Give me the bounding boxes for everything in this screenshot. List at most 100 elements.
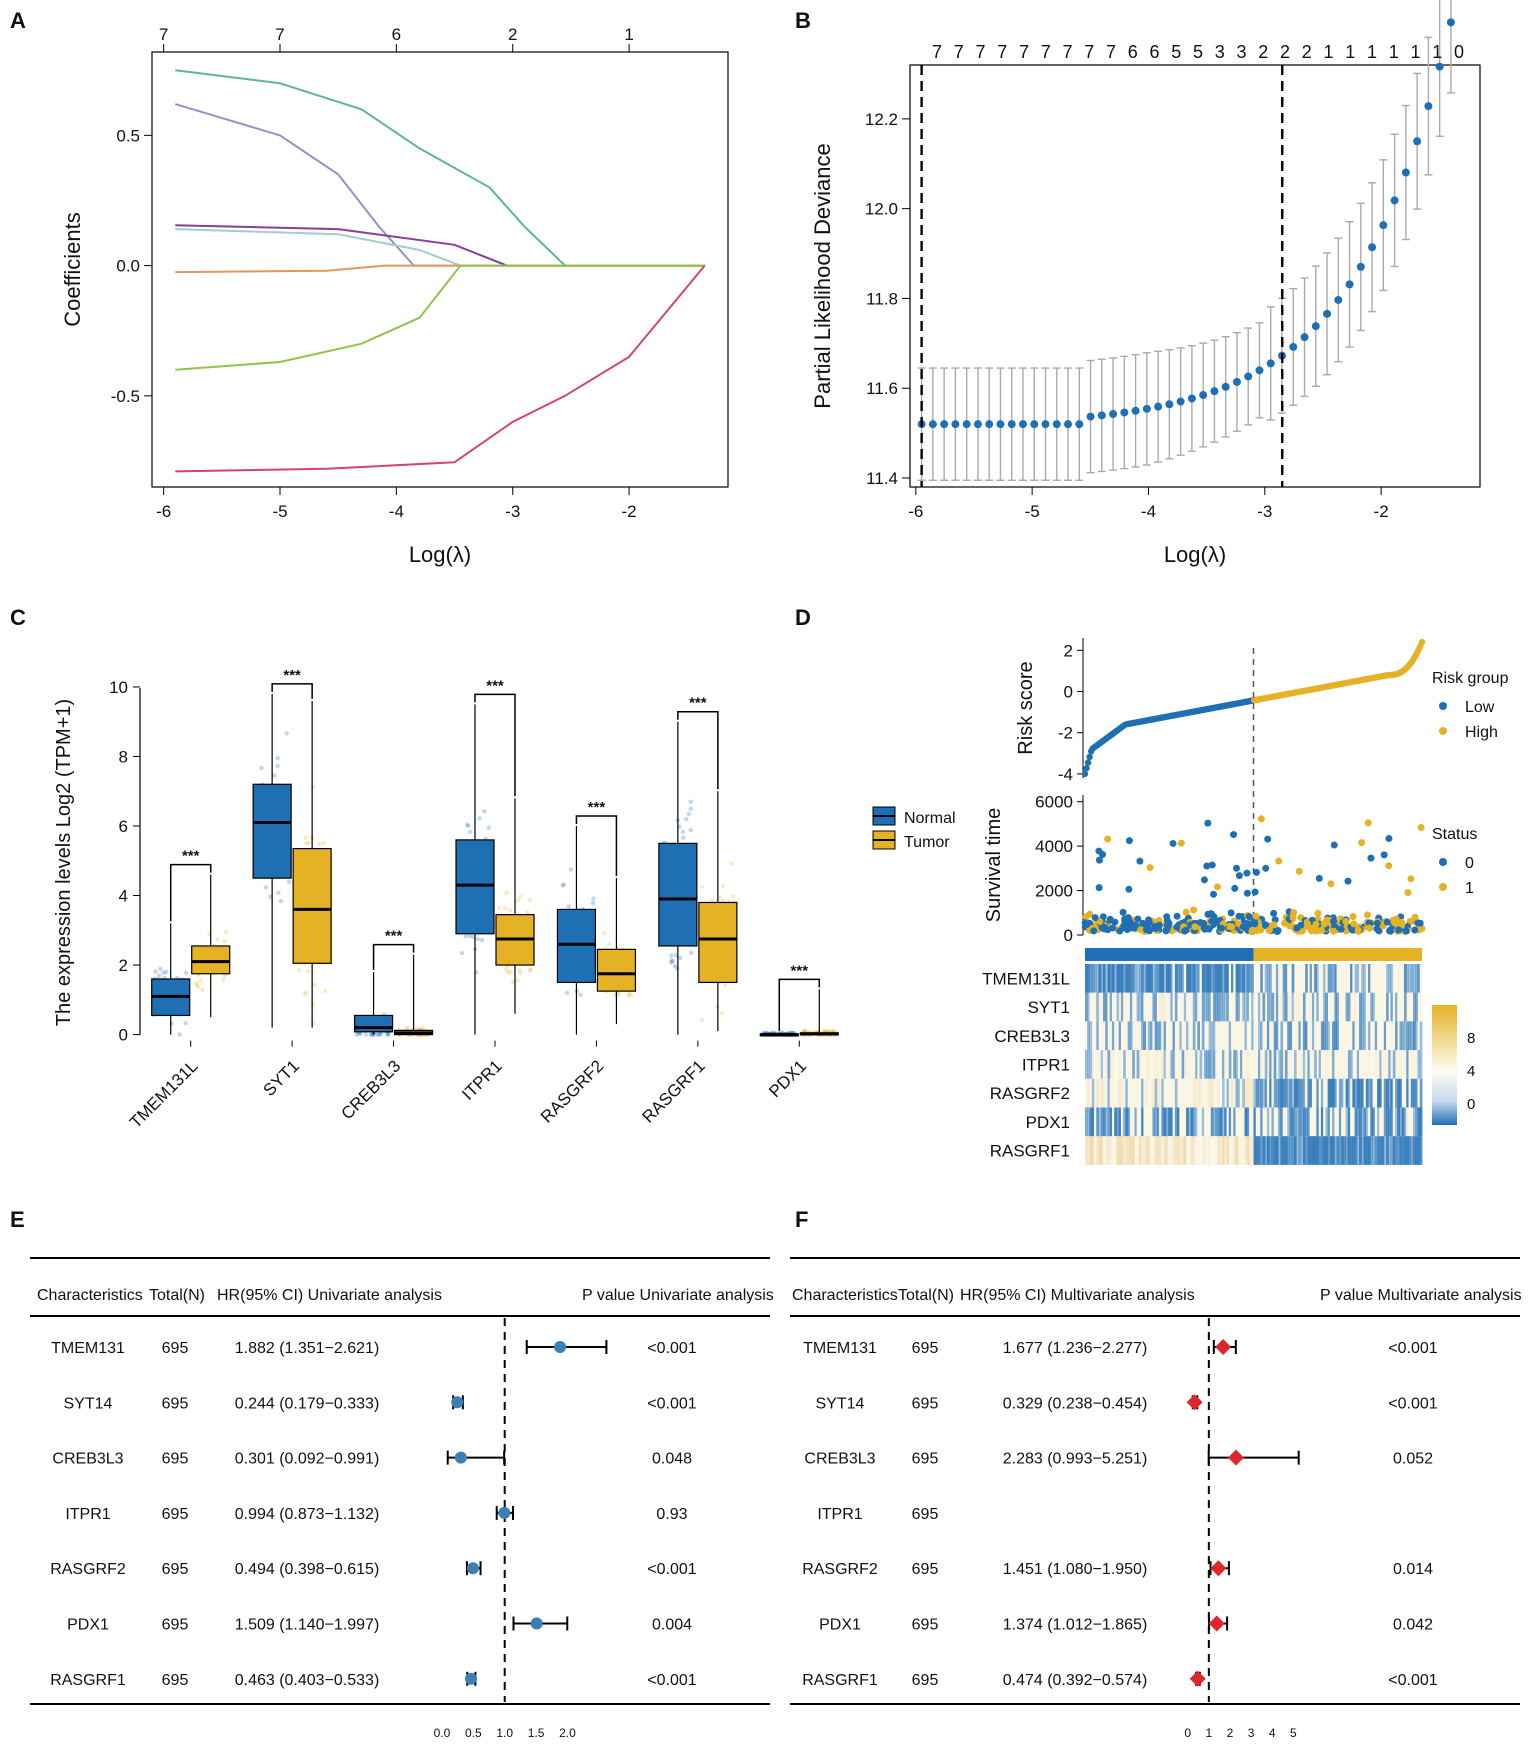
heatmap-cell xyxy=(1262,1136,1266,1165)
heatmap-cell xyxy=(1213,1021,1216,1051)
heatmap-cell xyxy=(1246,1107,1250,1137)
panel-b-toptick-label: 0 xyxy=(1454,42,1464,62)
heatmap-cell xyxy=(1404,1050,1407,1079)
expression-point xyxy=(802,1028,808,1033)
heatmap-cell xyxy=(1138,992,1142,1022)
expression-point xyxy=(195,982,200,988)
heatmap-cell xyxy=(1163,1021,1167,1051)
heatmap-cell xyxy=(1089,964,1093,993)
heatmap-cell xyxy=(1177,1107,1180,1137)
heatmap-cell xyxy=(1240,964,1243,993)
heatmap-cell xyxy=(1242,1021,1245,1051)
heatmap-cell xyxy=(1156,964,1160,993)
survival-point xyxy=(1104,835,1112,843)
forest-row-total: 695 xyxy=(912,1561,939,1578)
survival-point xyxy=(1411,926,1419,934)
survival-point xyxy=(1123,926,1131,934)
survival-point xyxy=(1083,920,1091,928)
heatmap-cell xyxy=(1323,1107,1326,1137)
survival-point xyxy=(1243,889,1251,897)
heatmap-cell xyxy=(1392,1021,1396,1051)
heatmap-cell xyxy=(1343,1021,1347,1051)
heatmap-cell xyxy=(1096,992,1099,1022)
panel-a-toptick-label: 7 xyxy=(275,25,284,44)
survival-point xyxy=(1385,835,1393,843)
heatmap-cell xyxy=(1392,1107,1396,1137)
forest-header-0: Characteristics xyxy=(37,1287,143,1304)
heatmap-cell xyxy=(1141,1078,1144,1108)
heatmap-cell xyxy=(1343,992,1347,1022)
heatmap-cell xyxy=(1372,1078,1376,1108)
deviance-point xyxy=(1289,342,1298,351)
heatmap-cell xyxy=(1278,1021,1281,1051)
heatmap-cell xyxy=(1154,1136,1158,1165)
panel-a-toptick-label: 2 xyxy=(508,25,517,44)
heatmap-cell xyxy=(1206,1021,1209,1051)
heatmap-cell xyxy=(1311,1107,1315,1137)
heatmap-cell xyxy=(1163,1050,1167,1079)
heatmap-cell xyxy=(1415,1107,1418,1137)
heatmap-cell xyxy=(1235,992,1239,1022)
heatmap-cell xyxy=(1116,1050,1120,1079)
heatmap-cell xyxy=(1242,964,1245,993)
survival-point xyxy=(1342,917,1350,925)
heatmap-cell xyxy=(1336,1136,1340,1165)
risk-legend-title: Risk group xyxy=(1432,670,1509,687)
heatmap-cell xyxy=(1410,1136,1414,1165)
panel-b-toptick-label: 7 xyxy=(975,42,985,62)
heatmap-cell xyxy=(1350,1021,1353,1051)
survival-point xyxy=(1281,919,1289,927)
expression-point xyxy=(375,1032,381,1037)
heatmap-cell xyxy=(1170,1136,1174,1165)
heatmap-cell xyxy=(1296,1136,1299,1165)
heatmap-cell xyxy=(1388,1107,1391,1137)
heatmap-cell xyxy=(1125,992,1129,1022)
heatmap-cell xyxy=(1089,1021,1093,1051)
heatmap-cell xyxy=(1266,1136,1270,1165)
heatmap-cell xyxy=(1374,992,1378,1022)
panel-b-xtick-label: -5 xyxy=(1025,502,1040,521)
heatmap-cell xyxy=(1204,1050,1207,1079)
survival-point xyxy=(1358,839,1366,847)
heatmap-cell xyxy=(1143,1021,1147,1051)
category-label-rasgrf1: RASGRF1 xyxy=(638,1056,708,1126)
heatmap-cell xyxy=(1392,992,1396,1022)
forest-header-3: P value Multivariate analysis xyxy=(1320,1287,1522,1304)
heatmap-cell xyxy=(1237,1136,1241,1165)
heatmap-cell xyxy=(1087,1078,1090,1108)
heatmap-cell xyxy=(1401,992,1405,1022)
heatmap-cell xyxy=(1338,1050,1342,1079)
heatmap-cell xyxy=(1102,1078,1106,1108)
heatmap-cell xyxy=(1350,1078,1353,1108)
deviance-point xyxy=(996,420,1005,429)
heatmap-cell xyxy=(1138,964,1142,993)
forest-row-name: SYT14 xyxy=(816,1395,865,1412)
heatmap-cell xyxy=(1224,1107,1227,1137)
expression-point xyxy=(161,970,166,975)
heatmap-cell xyxy=(1397,1021,1400,1051)
heatmap-cell xyxy=(1136,1021,1140,1051)
heatmap-cell xyxy=(1163,992,1167,1022)
forest-row-hr: 0.474 (0.392−0.574) xyxy=(1003,1672,1148,1689)
heatmap-cell xyxy=(1390,1078,1394,1108)
heatmap-cell xyxy=(1419,992,1423,1022)
heatmap-cell xyxy=(1177,964,1180,993)
heatmap-cell xyxy=(1206,992,1209,1022)
heatmap-cell xyxy=(1249,992,1252,1022)
panel-b-toptick-label: 1 xyxy=(1432,42,1442,62)
heatmap-cell xyxy=(1404,1136,1407,1165)
heatmap-cell xyxy=(1226,964,1230,993)
forest-header-2: HR(95% CI) Univariate analysis xyxy=(217,1287,442,1304)
heatmap-cell xyxy=(1201,1107,1205,1137)
heatmap-cell xyxy=(1298,1021,1302,1051)
heatmap-cell xyxy=(1395,1107,1398,1137)
heatmap-cell xyxy=(1231,964,1234,993)
heatmap-cell xyxy=(1417,992,1421,1022)
survival-point xyxy=(1354,926,1362,934)
box-tumor xyxy=(292,847,332,964)
heatmap-cell xyxy=(1305,1021,1308,1051)
heatmap-cell xyxy=(1374,1021,1378,1051)
heatmap-cell xyxy=(1143,1107,1147,1137)
expression-point xyxy=(363,1032,369,1037)
heatmap-cell xyxy=(1222,992,1225,1022)
